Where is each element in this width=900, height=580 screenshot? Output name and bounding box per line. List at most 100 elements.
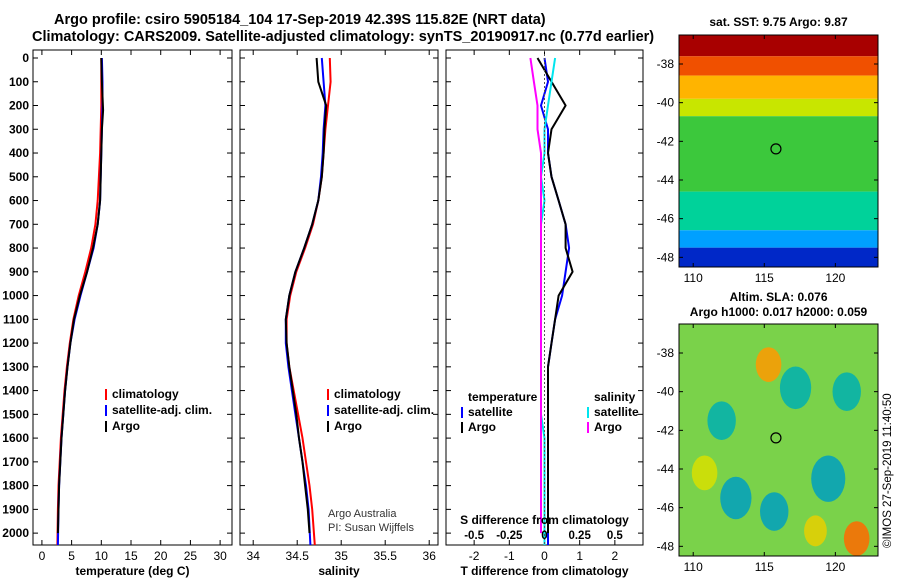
map-subtitle: Argo h1000: 0.017 h2000: 0.059 xyxy=(690,305,868,319)
y-tick-label: 1900 xyxy=(2,502,29,516)
map-y-tick-label: -40 xyxy=(657,385,675,399)
legend-label: satellite-adj. clim. xyxy=(112,403,212,417)
legend-label: climatology xyxy=(334,387,401,401)
map-y-tick-label: -46 xyxy=(657,501,675,515)
series-line-t-argo xyxy=(536,57,574,534)
sla-map-plot xyxy=(678,323,879,557)
x-tick-label: -2 xyxy=(469,549,480,563)
x-tick-label: 0 xyxy=(39,549,46,563)
y-tick-label: 500 xyxy=(9,170,29,184)
sst-map-frame xyxy=(678,34,879,268)
sst-band xyxy=(679,247,878,267)
x-axis-label: temperature (deg C) xyxy=(75,564,189,578)
sla-blob xyxy=(843,521,870,556)
sst-map-field xyxy=(679,35,878,267)
legend-label: satellite xyxy=(468,405,513,419)
map-y-tick-label: -40 xyxy=(657,96,675,110)
map-x-tick-label: 120 xyxy=(825,271,845,285)
map-y-tick-label: -48 xyxy=(657,539,675,553)
sla-blob xyxy=(804,515,827,547)
map-x-tick-label: 110 xyxy=(684,560,703,574)
legend-label: Argo xyxy=(468,420,496,434)
map-y-tick-label: -44 xyxy=(657,173,675,187)
map-y-tick-label: -38 xyxy=(657,346,675,360)
x-tick-label: 35.5 xyxy=(374,549,398,563)
y-tick-label: 100 xyxy=(9,75,29,89)
credit-text: ©IMOS 27-Sep-2019 11:40:50 xyxy=(882,393,894,548)
x-tick-label: -1 xyxy=(504,549,515,563)
y-tick-label: 800 xyxy=(9,241,29,255)
x-tick-label: 35 xyxy=(335,549,349,563)
y-tick-label: 1400 xyxy=(2,384,29,398)
sla-blob xyxy=(779,366,812,410)
legend-label: climatology xyxy=(112,387,179,401)
s-tick-label: -0.5 xyxy=(464,530,484,542)
sla-blob xyxy=(691,455,718,491)
sla-blob xyxy=(755,347,782,382)
s-tick-label: 0.25 xyxy=(568,530,591,542)
s-tick-label: 0.5 xyxy=(607,530,624,542)
x-tick-label: 0 xyxy=(541,549,548,563)
x-tick-label: 1 xyxy=(576,549,583,563)
sst-band xyxy=(679,116,878,192)
y-tick-label: 300 xyxy=(9,122,29,136)
y-tick-label: 1200 xyxy=(2,336,29,350)
sla-map-frame xyxy=(678,323,879,557)
sla-blob xyxy=(832,372,861,411)
x-tick-label: 36 xyxy=(423,549,437,563)
x-tick-label: 15 xyxy=(124,549,138,563)
y-tick-label: 1300 xyxy=(2,360,29,374)
legend-label: Argo xyxy=(334,419,362,433)
y-tick-label: 200 xyxy=(9,99,29,113)
title-line-2: Climatology: CARS2009. Satellite-adjuste… xyxy=(32,29,655,45)
temperature-panel-frame xyxy=(32,49,233,546)
map-title: sat. SST: 9.75 Argo: 9.87 xyxy=(709,15,848,29)
sst-band xyxy=(679,56,878,76)
map-y-tick-label: -46 xyxy=(657,212,675,226)
map-x-tick-label: 110 xyxy=(684,271,703,285)
legend-label: Argo xyxy=(112,419,140,433)
y-tick-label: 0 xyxy=(22,51,29,65)
y-tick-label: 1600 xyxy=(2,431,29,445)
map-x-tick-label: 120 xyxy=(825,560,845,574)
sst-band xyxy=(679,98,878,117)
legend-label: Argo xyxy=(594,420,622,434)
y-tick-label: 2000 xyxy=(2,526,29,540)
y-tick-label: 1500 xyxy=(2,407,29,421)
legend-title: salinity xyxy=(594,390,636,404)
float-position-marker xyxy=(770,143,782,155)
y-tick-label: 900 xyxy=(9,265,29,279)
title-line-1: Argo profile: csiro 5905184_104 17-Sep-2… xyxy=(54,12,546,28)
y-tick-label: 600 xyxy=(9,194,29,208)
sst-band xyxy=(679,230,878,248)
sla-blob xyxy=(811,455,846,502)
annotation-line: Argo Australia xyxy=(328,508,397,520)
y-tick-label: 700 xyxy=(9,217,29,231)
map-y-tick-label: -42 xyxy=(657,134,675,148)
float-position-marker xyxy=(770,432,782,444)
x-tick-label: 20 xyxy=(154,549,168,563)
map-y-tick-label: -42 xyxy=(657,423,675,437)
y-tick-label: 1700 xyxy=(2,455,29,469)
series-line-argo xyxy=(56,57,105,534)
x-axis-label-top: S difference from climatology xyxy=(460,513,629,527)
sla-blob xyxy=(720,476,752,520)
map-x-tick-label: 115 xyxy=(755,271,774,285)
map-y-tick-label: -48 xyxy=(657,250,675,264)
legend-label: satellite xyxy=(594,405,639,419)
annotation-line: PI: Susan Wijffels xyxy=(328,522,414,534)
map-title: Altim. SLA: 0.076 xyxy=(729,290,827,304)
sst-band xyxy=(679,35,878,57)
map-y-tick-label: -38 xyxy=(657,57,675,71)
sst-map-plot xyxy=(678,34,879,268)
x-tick-label: 25 xyxy=(184,549,198,563)
x-axis-label: T difference from climatology xyxy=(460,564,628,578)
x-tick-label: 2 xyxy=(612,549,619,563)
x-tick-label: 5 xyxy=(68,549,75,563)
salinity-panel-frame xyxy=(239,49,439,546)
s-tick-label: -0.25 xyxy=(496,530,523,542)
s-tick-label: 0 xyxy=(541,530,547,542)
legend-title: temperature xyxy=(468,390,538,404)
series-line-s-argo xyxy=(529,57,542,534)
